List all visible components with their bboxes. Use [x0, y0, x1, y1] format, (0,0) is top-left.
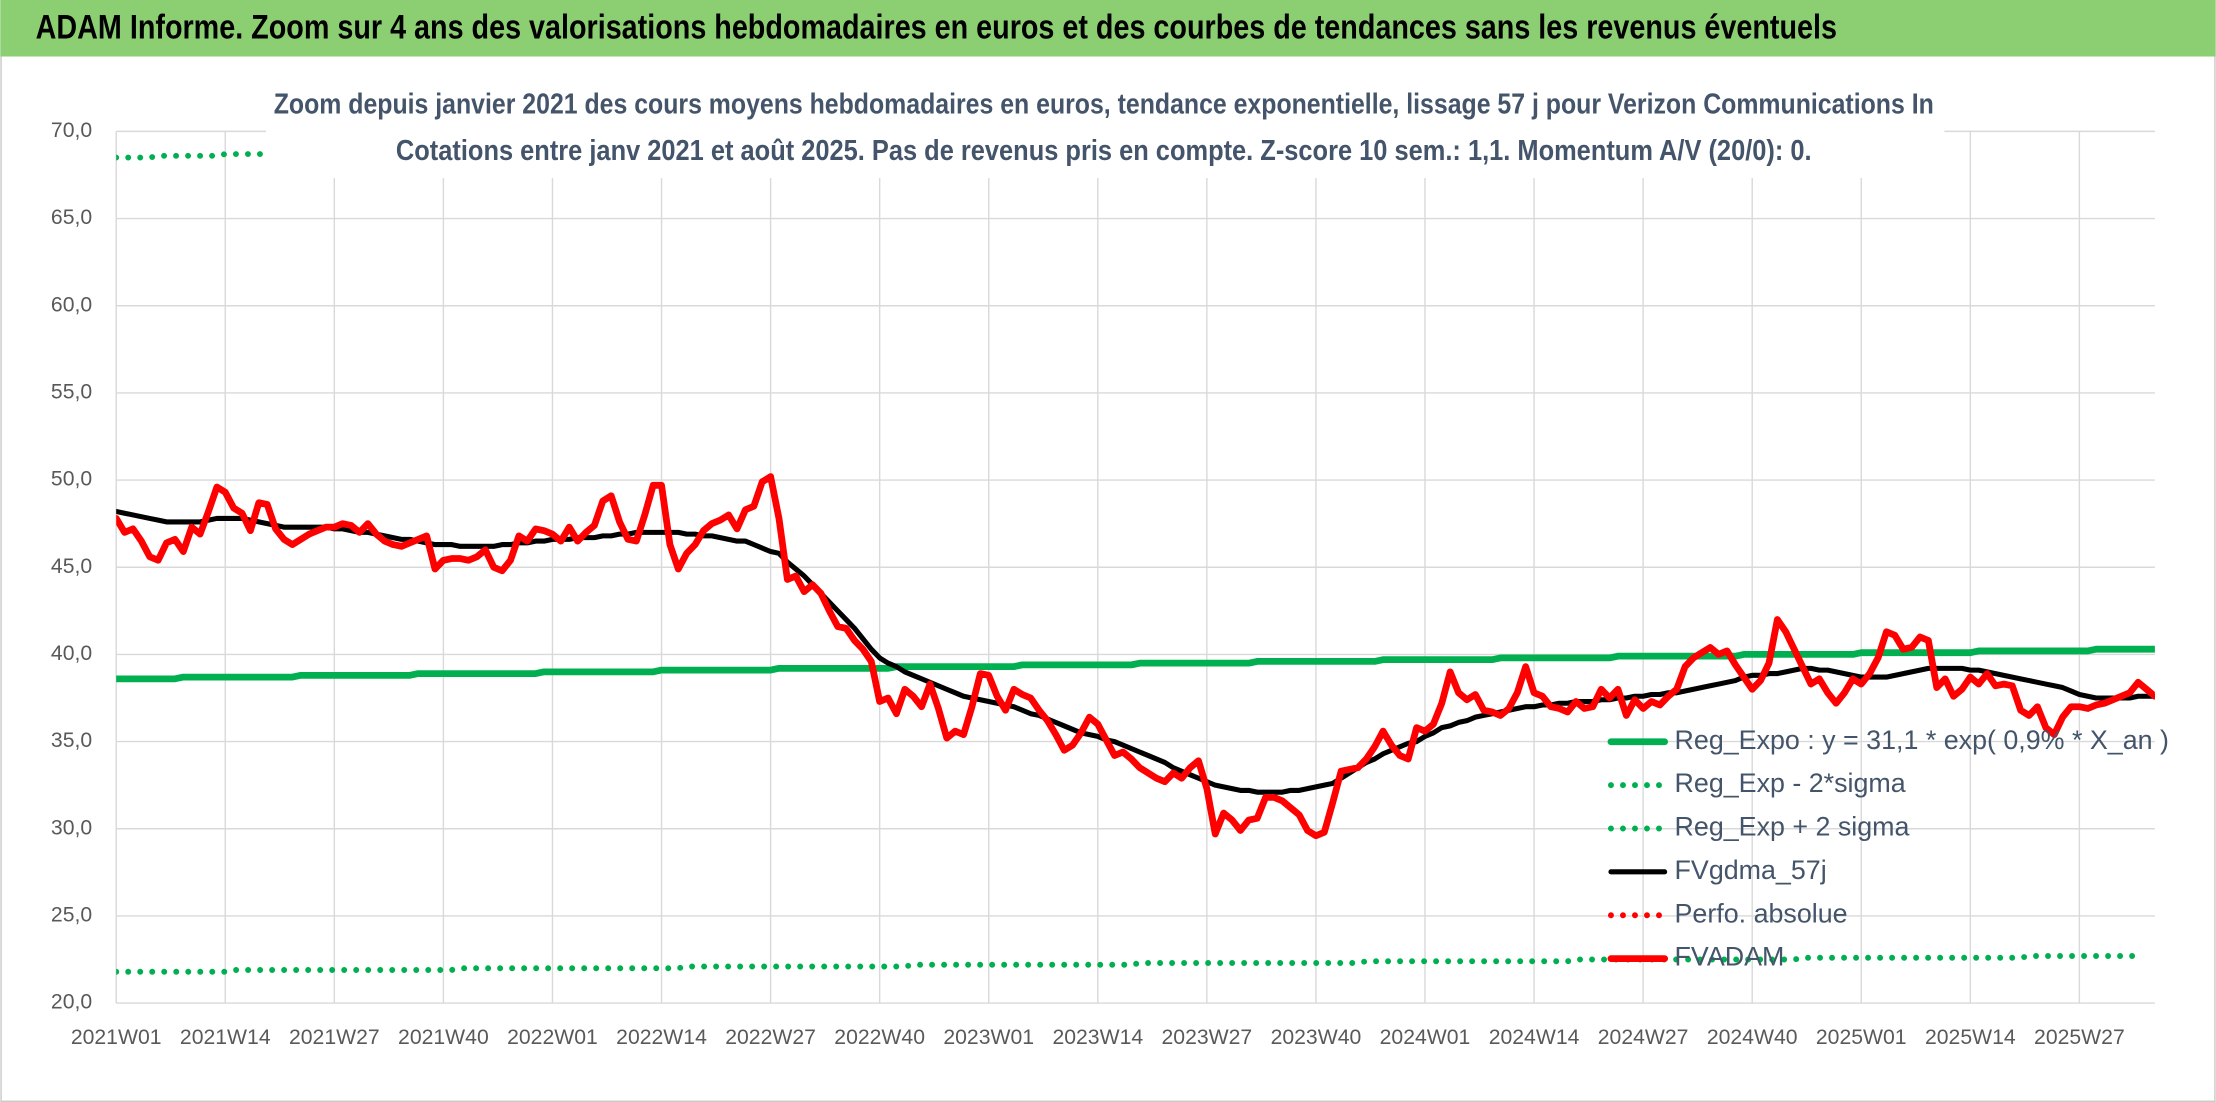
x-tick-label: 2021W27 — [289, 1026, 380, 1049]
chart-subtitle: Cotations entre janv 2021 et août 2025. … — [396, 134, 1812, 166]
legend-label: Reg_Exp - 2*sigma — [1675, 768, 1906, 798]
header-title: ADAM Informe. Zoom sur 4 ans des valoris… — [36, 9, 1837, 47]
x-tick-label: 2023W01 — [943, 1026, 1034, 1049]
x-tick-label: 2024W27 — [1598, 1026, 1689, 1049]
title-box — [265, 81, 1945, 179]
series-line — [116, 645, 2155, 683]
x-tick-label: 2023W27 — [1162, 1026, 1253, 1049]
y-tick-label: 30,0 — [51, 816, 92, 839]
x-tick-label: 2021W40 — [398, 1026, 489, 1049]
series-line — [116, 953, 2142, 975]
x-tick-label: 2022W40 — [834, 1026, 925, 1049]
y-tick-label: 45,0 — [51, 555, 92, 578]
x-tick-label: 2023W14 — [1052, 1026, 1143, 1049]
x-tick-label: 2024W01 — [1380, 1026, 1471, 1049]
x-tick-label: 2024W14 — [1489, 1026, 1580, 1049]
legend-label: Reg_Expo : y = 31,1 * exp( 0,9% * X_an ) — [1675, 725, 2169, 755]
legend-label: FVgdma_57j — [1675, 855, 1827, 885]
y-tick-label: 55,0 — [51, 380, 92, 403]
y-tick-label: 35,0 — [51, 729, 92, 752]
chart-title: Zoom depuis janvier 2021 des cours moyen… — [274, 87, 1934, 119]
x-tick-label: 2025W01 — [1816, 1026, 1907, 1049]
x-tick-label: 2022W27 — [725, 1026, 816, 1049]
series-line — [116, 473, 2155, 840]
x-tick-label: 2021W01 — [71, 1026, 162, 1049]
y-tick-label: 50,0 — [51, 468, 92, 491]
x-tick-label: 2022W14 — [616, 1026, 707, 1049]
legend-label: Perfo. absolue — [1675, 898, 1848, 928]
x-tick-label: 2021W14 — [180, 1026, 271, 1049]
header-bar — [0, 0, 2216, 57]
y-tick-label: 25,0 — [51, 904, 92, 927]
y-tick-label: 20,0 — [51, 991, 92, 1014]
y-tick-label: 70,0 — [51, 119, 92, 142]
x-tick-label: 2024W40 — [1707, 1026, 1798, 1049]
y-tick-label: 40,0 — [51, 642, 92, 665]
legend-label: FVADAM — [1675, 942, 1785, 972]
x-tick-label: 2025W14 — [1925, 1026, 2016, 1049]
y-tick-label: 60,0 — [51, 293, 92, 316]
y-tick-label: 65,0 — [51, 206, 92, 229]
series-line — [116, 508, 2155, 795]
x-tick-label: 2023W40 — [1271, 1026, 1362, 1049]
x-tick-label: 2025W27 — [2034, 1026, 2125, 1049]
legend-label: Reg_Exp + 2 sigma — [1675, 812, 1910, 842]
x-tick-label: 2022W01 — [507, 1026, 598, 1049]
